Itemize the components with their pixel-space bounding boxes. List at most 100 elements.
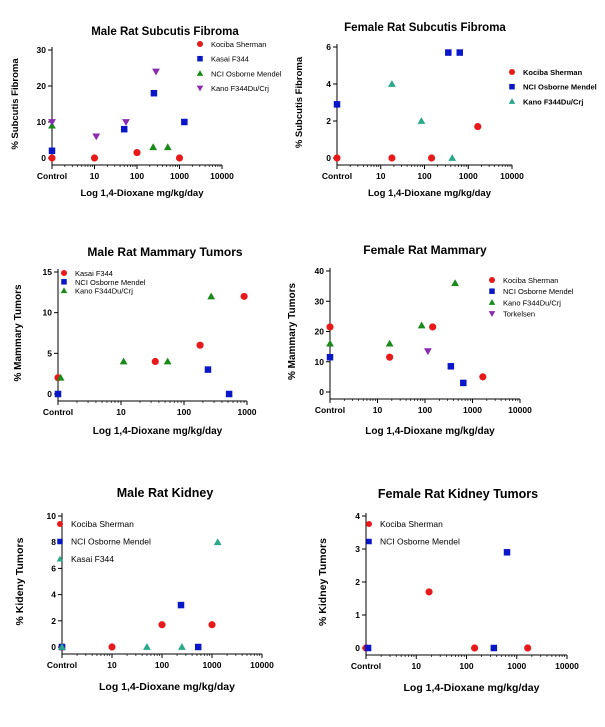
legend-entry: Kociba Sherman: [71, 519, 134, 529]
data-point: [445, 49, 452, 56]
legend-marker: [488, 276, 496, 284]
legend-marker: [489, 288, 495, 294]
data-point: [48, 147, 56, 155]
x-tick-label: 1000: [463, 405, 482, 415]
data-point: [386, 353, 394, 361]
data-point: [385, 339, 394, 347]
legend-entry: Kociba Sherman: [380, 519, 443, 529]
chart-title: Female Rat Mammary: [363, 243, 487, 257]
y-axis-label: % Subcutis Fibroma: [10, 58, 21, 150]
data-point: [151, 357, 159, 366]
data-point: [48, 119, 56, 126]
data-point: [448, 154, 457, 161]
x-tick-label: Control: [37, 171, 67, 181]
y-tick-label: 30: [37, 45, 47, 55]
legend-marker: [509, 83, 515, 90]
y-tick-label: 10: [37, 117, 47, 127]
x-tick-label: 10: [107, 660, 117, 670]
y-tick-label: 4: [326, 79, 331, 89]
chart-p6: Female Rat Kidney Tumors 0 1 2 3 4 Control 10 10…: [317, 487, 579, 694]
x-tick-label: 10: [373, 405, 383, 415]
y-tick-label: 6: [326, 42, 331, 52]
data-point: [479, 373, 487, 381]
y-tick-label: 2: [355, 577, 360, 587]
x-tick-label: 10: [376, 171, 386, 181]
data-point: [417, 321, 426, 329]
data-point: [490, 644, 498, 652]
data-point: [460, 379, 467, 387]
data-point: [108, 643, 116, 651]
x-tick-label: 10000: [555, 661, 579, 671]
x-tick-label: 100: [155, 660, 169, 670]
data-point: [474, 122, 482, 131]
y-tick-label: 15: [43, 267, 53, 277]
y-tick-label: 2: [51, 616, 56, 626]
legend-entry: Kano F344Du/Crj: [75, 287, 133, 296]
y-tick-label: 20: [315, 327, 325, 337]
data-point: [326, 323, 334, 331]
x-tick-label: 10: [412, 661, 422, 671]
x-axis-label: Log 1,4-Dioxane mg/kg/day: [404, 682, 540, 694]
legend: Kociba Sherman NCI Osborne Mendel: [365, 519, 460, 547]
legend-marker: [508, 68, 516, 76]
legend-entry: NCI Osborne Mendel: [75, 278, 146, 287]
x-tick-label: 1000: [238, 407, 257, 417]
legend-entry: NCI Osborne Mendel: [523, 83, 597, 92]
data-point: [122, 119, 130, 126]
y-tick-label: 0: [41, 153, 46, 163]
data-point: [120, 125, 128, 133]
y-tick-label: 10: [315, 357, 325, 367]
data-point: [119, 357, 128, 365]
y-tick-label: 6: [51, 563, 56, 573]
y-tick-label: 0: [47, 389, 52, 399]
legend-entry: Kasai F344: [211, 55, 249, 64]
data-point: [163, 143, 172, 151]
legend: Kociba Sherman NCI Osborne Mendel Kasai F3…: [56, 519, 151, 564]
x-axis-label: Log 1,4-Dioxane mg/kg/day: [93, 426, 223, 437]
data-point: [133, 149, 141, 157]
y-tick-label: 0: [51, 642, 56, 652]
data-point: [225, 390, 233, 398]
x-axis-label: Log 1,4-Dioxane mg/kg/day: [81, 188, 205, 199]
y-axis-label: % Kidney Tumors: [317, 538, 329, 626]
data-point: [150, 89, 158, 97]
data-point: [429, 323, 437, 331]
data-point: [177, 601, 185, 609]
x-tick-label: Control: [315, 405, 345, 415]
x-axis-label: Log 1,4-Dioxane mg/kg/day: [368, 188, 492, 199]
data-point: [451, 279, 459, 287]
x-tick-label: 100: [459, 661, 473, 671]
legend-entry: NCI Osborne Mendel: [503, 287, 574, 296]
x-tick-label: Control: [322, 171, 352, 181]
legend-entry: NCI Osborne Mendel: [71, 537, 151, 547]
chart-title: Female Rat Subcutis Fibroma: [344, 22, 506, 34]
legend-marker: [196, 40, 204, 48]
y-axis-label: % Mammary Tumors: [287, 283, 298, 381]
legend-marker: [56, 520, 64, 528]
legend-marker: [365, 520, 373, 528]
y-tick-label: 1: [355, 610, 360, 620]
y-tick-label: 5: [47, 348, 52, 358]
y-tick-label: 10: [43, 308, 53, 318]
data-point: [524, 644, 532, 652]
x-tick-label: 10000: [500, 171, 524, 181]
legend-marker: [488, 299, 496, 305]
data-point: [364, 644, 372, 652]
legend-entry: Torkelsen: [503, 310, 535, 319]
x-tick-label: Control: [43, 407, 73, 417]
legend-entry: Kociba Sherman: [503, 276, 558, 285]
legend: Kociba Sherman NCI Osborne Mendel Kano F34…: [488, 276, 574, 319]
x-axis-label: Log 1,4-Dioxane mg/kg/day: [365, 426, 495, 437]
data-point: [163, 357, 172, 365]
x-tick-label: 10: [90, 171, 100, 181]
data-point: [240, 292, 248, 300]
legend-entry: Kano F344Du/Crj: [503, 298, 561, 307]
legend: Kociba Sherman NCI Osborne Mendel Kano F34…: [508, 68, 597, 106]
x-tick-label: Control: [351, 661, 381, 671]
data-point: [56, 373, 65, 381]
legend-marker: [196, 85, 204, 92]
x-tick-label: 1000: [507, 661, 526, 671]
data-point: [152, 68, 160, 76]
data-point: [333, 101, 341, 108]
legend-marker: [61, 279, 67, 285]
